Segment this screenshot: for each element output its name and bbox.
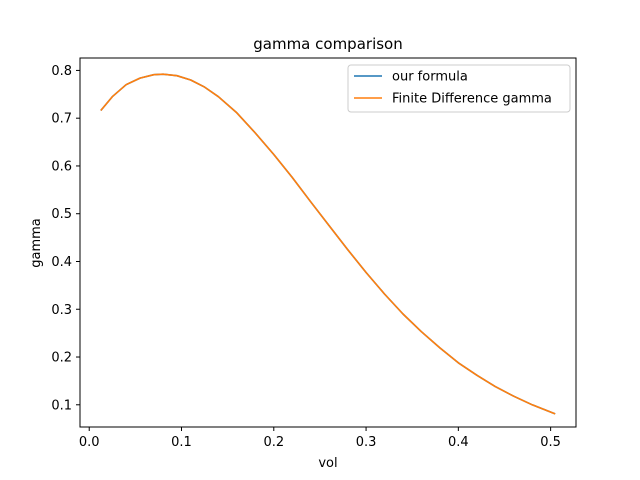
y-tick-label: 0.2 xyxy=(51,351,72,366)
x-tick-label: 0.0 xyxy=(79,435,100,450)
x-axis: 0.0 0.1 0.2 0.3 0.4 0.5 xyxy=(79,427,561,450)
x-axis-title: vol xyxy=(318,456,337,471)
y-tick-label: 0.3 xyxy=(51,303,72,318)
chart-title: gamma comparison xyxy=(253,35,402,53)
y-axis-title: gamma xyxy=(29,218,44,268)
legend: our formula Finite Difference gamma xyxy=(347,64,571,113)
y-axis: 0.1 0.2 0.3 0.4 0.5 0.6 0.7 0.8 xyxy=(51,64,80,413)
legend-box xyxy=(347,64,571,113)
x-tick-label: 0.4 xyxy=(448,435,469,450)
plot-lines xyxy=(100,73,556,415)
y-tick-label: 0.5 xyxy=(51,207,72,222)
x-tick-label: 0.3 xyxy=(356,435,377,450)
y-tick-label: 0.1 xyxy=(51,398,72,413)
legend-label: Finite Difference gamma xyxy=(392,92,552,107)
y-tick-label: 0.4 xyxy=(51,255,72,270)
x-tick-label: 0.2 xyxy=(263,435,284,450)
y-tick-label: 0.7 xyxy=(51,112,72,127)
y-tick-label: 0.8 xyxy=(51,64,72,79)
plot-frame xyxy=(79,57,577,428)
y-tick-label: 0.6 xyxy=(51,159,72,174)
series-line-1 xyxy=(100,73,556,415)
x-tick-label: 0.1 xyxy=(171,435,192,450)
legend-label: our formula xyxy=(392,70,468,85)
x-tick-label: 0.5 xyxy=(540,435,561,450)
